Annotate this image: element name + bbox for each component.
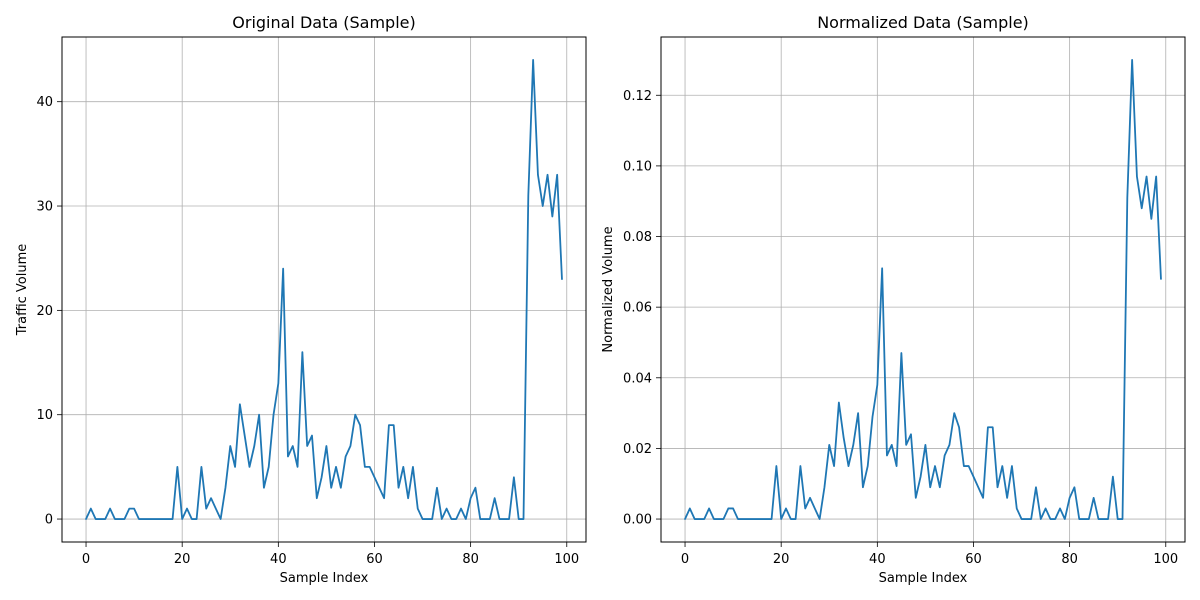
plot-frame bbox=[660, 36, 1186, 543]
x-tick-label: 0 bbox=[681, 552, 689, 567]
x-tick-label: 20 bbox=[773, 552, 790, 567]
x-tick-label: 80 bbox=[462, 552, 479, 567]
y-tick-label: 0.00 bbox=[623, 513, 652, 528]
y-tick-label: 0.12 bbox=[623, 89, 652, 104]
x-tick-label: 100 bbox=[1153, 552, 1178, 567]
y-tick-label: 0 bbox=[45, 513, 53, 528]
x-tick-label: 60 bbox=[965, 552, 982, 567]
y-tick-label: 20 bbox=[36, 304, 53, 319]
x-tick-label: 20 bbox=[174, 552, 191, 567]
chart-title: Normalized Data (Sample) bbox=[817, 13, 1029, 32]
y-tick-label: 0.10 bbox=[623, 159, 652, 174]
x-tick-label: 80 bbox=[1061, 552, 1078, 567]
y-tick-label: 0.06 bbox=[623, 301, 652, 316]
y-tick-label: 0.08 bbox=[623, 230, 652, 245]
x-tick-label: 100 bbox=[554, 552, 579, 567]
series-line bbox=[85, 59, 563, 520]
series-line bbox=[684, 59, 1162, 520]
chart-title: Original Data (Sample) bbox=[232, 13, 415, 32]
x-tick-label: 40 bbox=[270, 552, 287, 567]
ticks: 0 20 40 60 80 100 0.00 0.02 0.04 0.06 0.08 0.10 0.12 bbox=[623, 89, 1178, 567]
x-tick-label: 40 bbox=[869, 552, 886, 567]
chart-normalized-data: 0 20 40 60 80 100 0.00 0.02 0.04 0.06 0.08 0.10 0.12… bbox=[601, 13, 1186, 586]
chart-original-data: 0 20 40 60 80 100 0 10 20 30 40 Original Data (Sam… bbox=[15, 13, 587, 586]
y-axis-label: Traffic Volume bbox=[15, 244, 30, 337]
y-tick-label: 0.02 bbox=[623, 442, 652, 457]
x-axis-label: Sample Index bbox=[879, 571, 968, 586]
y-tick-label: 10 bbox=[36, 408, 53, 423]
plot-frame bbox=[61, 36, 587, 543]
y-tick-label: 30 bbox=[36, 200, 53, 215]
x-tick-label: 60 bbox=[366, 552, 383, 567]
y-tick-label: 40 bbox=[36, 95, 53, 110]
y-tick-label: 0.04 bbox=[623, 371, 652, 386]
y-axis-label: Normalized Volume bbox=[601, 226, 616, 352]
ticks: 0 20 40 60 80 100 0 10 20 30 40 bbox=[36, 95, 579, 567]
x-tick-label: 0 bbox=[82, 552, 90, 567]
x-axis-label: Sample Index bbox=[280, 571, 369, 586]
